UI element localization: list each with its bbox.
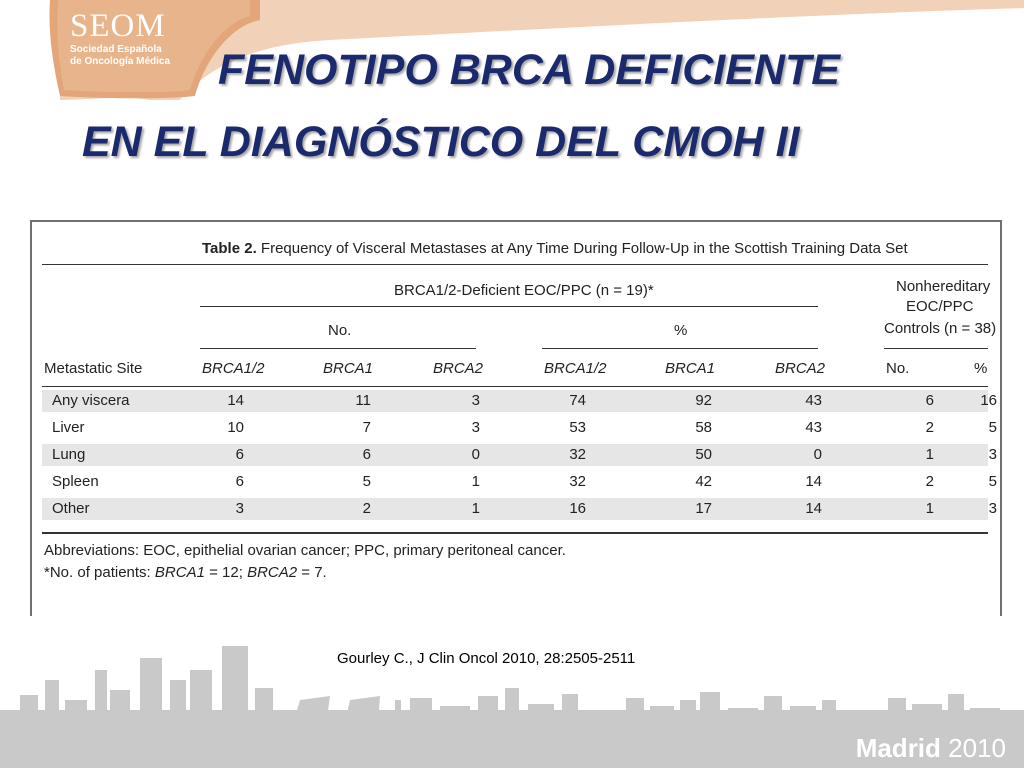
table-cell: 43 — [805, 419, 822, 436]
table-cell: 1 — [925, 500, 934, 517]
table-cell: 50 — [695, 446, 712, 463]
slide-title-line-2: EN EL DIAGNÓSTICO DEL CMOH II — [82, 118, 800, 166]
col-header-brca2-no: BRCA2 — [433, 360, 484, 377]
table-cell: 92 — [695, 392, 712, 409]
logo-name: SEOM — [70, 8, 166, 44]
table-cell: 2 — [925, 473, 934, 490]
table-frame: Table 2. Frequency of Visceral Metastase… — [30, 220, 1002, 616]
slide-title-line-1: FENOTIPO BRCA DEFICIENTE — [218, 46, 840, 94]
col-header-control-pct: % — [974, 360, 988, 377]
table-cell: 3 — [235, 500, 244, 517]
table-cell: 1 — [471, 473, 480, 490]
table-row: Lung 6 6 0 32 50 0 1 3 — [42, 444, 997, 466]
table-cell: 1 — [471, 500, 480, 517]
table-cell: 6 — [362, 446, 371, 463]
col-header-brca12-pct: BRCA1/2 — [544, 360, 607, 377]
table-cell: 16 — [980, 392, 997, 409]
footnote-patients-brca1: BRCA1 — [154, 564, 205, 581]
col-header-site: Metastatic Site — [44, 360, 143, 377]
col-header-brca12-no: BRCA1/2 — [202, 360, 265, 377]
table-cell: 74 — [569, 392, 586, 409]
table-cell: 53 — [569, 419, 586, 436]
table-cell: 32 — [569, 473, 586, 490]
group-header-nonhereditary-1: Nonhereditary — [896, 278, 991, 295]
table-cell: 5 — [362, 473, 371, 490]
table-cell: 43 — [805, 392, 822, 409]
table-cell: 58 — [695, 419, 712, 436]
table-cell: 5 — [988, 473, 997, 490]
madrid-skyline-image — [0, 646, 1024, 768]
table-cell: 32 — [569, 446, 586, 463]
table-cell: 14 — [227, 392, 244, 409]
footer-year: 2010 — [948, 733, 1006, 763]
table-cell: 7 — [362, 419, 371, 436]
table-cell: 16 — [569, 500, 586, 517]
table-cell: 14 — [805, 500, 822, 517]
table-cell: 6 — [235, 446, 244, 463]
table-cell: 3 — [988, 446, 997, 463]
table-cell: 11 — [355, 392, 371, 409]
table-cell: 42 — [695, 473, 712, 490]
group-header-nonhereditary-3: Controls (n = 38) — [884, 320, 997, 337]
footnote-patients-suffix: = 7. — [297, 564, 327, 581]
table-cell: 2 — [925, 419, 934, 436]
table-caption-label: Table 2. — [202, 240, 257, 257]
group-header-nonhereditary-2: EOC/PPC — [906, 298, 974, 315]
footnote-patients-brca2: BRCA2 — [247, 564, 298, 581]
row-site-label: Liver — [52, 419, 85, 436]
col-header-brca2-pct: BRCA2 — [775, 360, 826, 377]
table-caption: Table 2. Frequency of Visceral Metastase… — [202, 240, 908, 257]
citation: Gourley C., J Clin Oncol 2010, 28:2505-2… — [337, 650, 636, 667]
row-site-label: Lung — [52, 446, 86, 463]
subheader-no: No. — [328, 322, 352, 339]
table-cell: 17 — [695, 500, 712, 517]
table-cell: 5 — [988, 419, 997, 436]
table-row: Liver 10 7 3 53 58 43 2 5 — [42, 417, 997, 439]
footnote-patients-mid: = 12; — [204, 564, 248, 581]
table-cell: 6 — [235, 473, 244, 490]
footer-madrid-2010: Madrid 2010 — [856, 733, 1006, 764]
table-row: Spleen 6 5 1 32 42 14 2 5 — [42, 471, 997, 493]
table-cell: 0 — [813, 446, 822, 463]
table-cell: 14 — [805, 473, 822, 490]
row-site-label: Other — [52, 500, 90, 517]
row-site-label: Any viscera — [52, 392, 130, 409]
footer-city: Madrid — [855, 733, 941, 763]
header-ribbon — [0, 0, 1024, 100]
table-cell: 1 — [925, 446, 934, 463]
logo-line-2: de Oncología Médica — [70, 56, 171, 67]
table-caption-text: Frequency of Visceral Metastases at Any … — [260, 240, 908, 257]
footnote-patients: *No. of patients: BRCA1 = 12; BRCA2 = 7. — [44, 564, 327, 581]
row-site-label: Spleen — [52, 473, 99, 490]
footnote-abbreviations: Abbreviations: EOC, epithelial ovarian c… — [44, 542, 566, 559]
table-row: Any viscera 14 11 3 74 92 43 6 16 — [42, 390, 997, 412]
table-cell: 3 — [988, 500, 997, 517]
table-cell: 2 — [362, 500, 371, 517]
seom-logo: SEOM Sociedad Española de Oncología Médi… — [70, 8, 170, 68]
logo-line-1: Sociedad Española — [70, 44, 162, 55]
table-cell: 0 — [471, 446, 480, 463]
table-cell: 10 — [227, 419, 244, 436]
table-cell: 3 — [471, 392, 480, 409]
group-header-deficient: BRCA1/2-Deficient EOC/PPC (n = 19)* — [394, 282, 654, 299]
col-header-control-no: No. — [886, 360, 910, 377]
col-header-brca1-no: BRCA1 — [323, 360, 374, 377]
subheader-pct: % — [674, 322, 688, 339]
table-row: Other 3 2 1 16 17 14 1 3 — [42, 498, 997, 520]
table-cell: 3 — [471, 419, 480, 436]
table-cell: 6 — [925, 392, 934, 409]
footnote-patients-prefix: *No. of patients: — [44, 564, 155, 581]
col-header-brca1-pct: BRCA1 — [665, 360, 716, 377]
